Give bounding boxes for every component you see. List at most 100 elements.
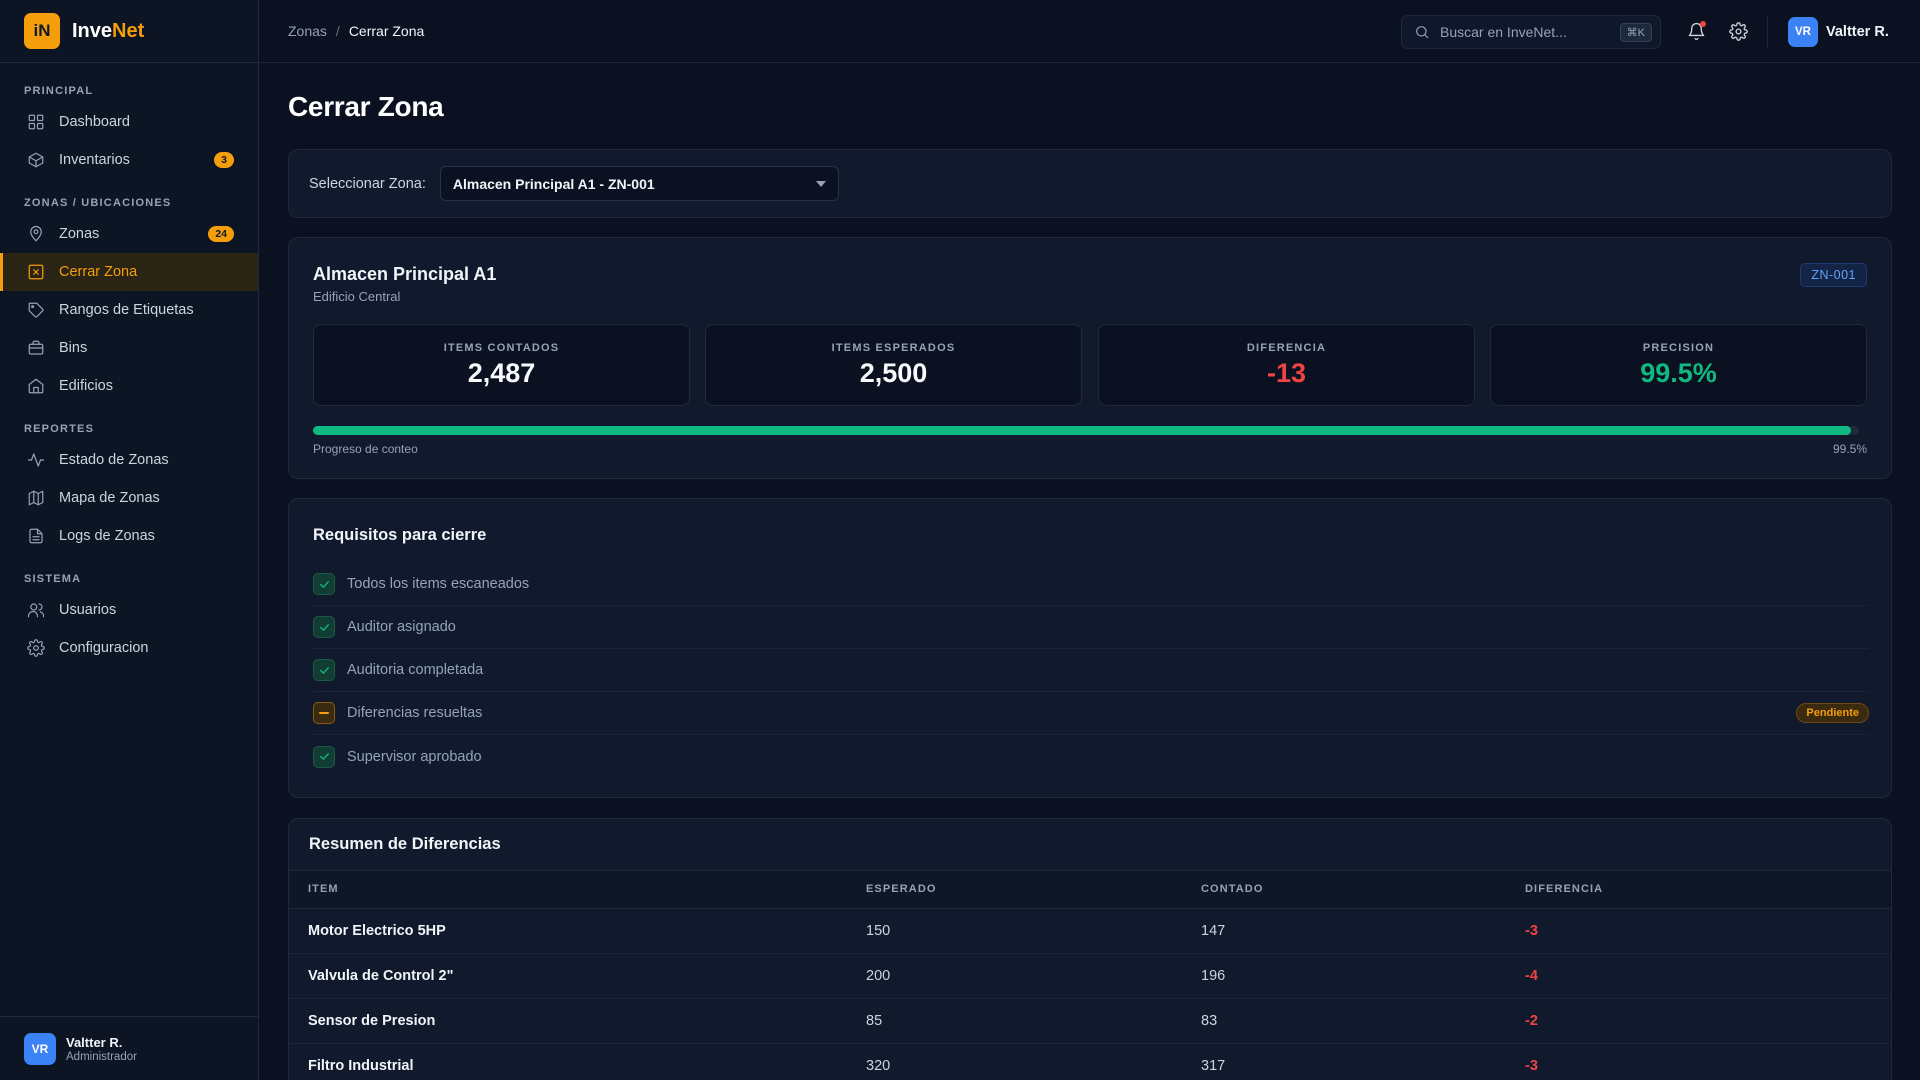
zone-summary-card: Almacen Principal A1 Edificio Central ZN…: [288, 237, 1892, 479]
cell-counted: 196: [1201, 953, 1525, 999]
sidebar-item-label: Usuarios: [59, 602, 117, 618]
file-icon: [26, 526, 46, 546]
topbar: Zonas / Cerrar Zona ⌘K VR Valtter R.: [260, 0, 1920, 63]
home-icon: [26, 376, 46, 396]
divider: [1767, 16, 1768, 48]
map-pin-icon: [26, 224, 46, 244]
user-name: Valtter R.: [66, 1034, 123, 1050]
breadcrumb: Zonas / Cerrar Zona: [288, 23, 424, 39]
checkbox-pending[interactable]: [313, 702, 335, 724]
column-header[interactable]: DIFERENCIA: [1525, 871, 1891, 909]
sidebar-item-label: Mapa de Zonas: [59, 490, 160, 506]
status-badge: Pendiente: [1796, 703, 1869, 723]
tag-icon: [26, 300, 46, 320]
sidebar-item-label: Rangos de Etiquetas: [59, 302, 194, 318]
progress-fill: [313, 426, 1852, 435]
cell-expected: 200: [866, 953, 1201, 999]
sidebar-item-estado-zonas[interactable]: Estado de Zonas: [0, 441, 258, 479]
stat-value: -13: [1266, 358, 1307, 388]
sidebar-item-cerrar-zona[interactable]: Cerrar Zona: [0, 253, 258, 291]
user-name: Valtter R.: [1826, 24, 1889, 40]
settings-button[interactable]: [1727, 20, 1749, 42]
checkbox-checked[interactable]: [313, 659, 335, 681]
checkbox-checked[interactable]: [313, 573, 335, 595]
minus-icon: [319, 712, 329, 714]
brand-logo: iN: [24, 13, 60, 49]
search-box[interactable]: ⌘K: [1401, 15, 1661, 49]
avatar: VR: [24, 1032, 56, 1065]
stat-label: ITEMS ESPERADOS: [831, 342, 956, 354]
sidebar-item-edificios[interactable]: Edificios: [0, 367, 258, 405]
stat-value: 2,487: [467, 358, 536, 388]
sidebar-item-dashboard[interactable]: Dashboard: [0, 103, 258, 141]
table-row[interactable]: Filtro Industrial 320 317 -3: [289, 1043, 1891, 1080]
sidebar-item-zonas[interactable]: Zonas 24: [0, 215, 258, 253]
requirement-label: Auditoria completada: [347, 662, 484, 678]
sidebar-item-configuracion[interactable]: Configuracion: [0, 629, 258, 667]
nav-section-principal: PRINCIPAL: [24, 85, 94, 97]
progress-label: Progreso de conteo: [313, 442, 418, 456]
requirement-item: Auditoria completada: [313, 649, 1869, 692]
column-header[interactable]: CONTADO: [1201, 871, 1525, 909]
cell-difference: -2: [1525, 998, 1891, 1044]
sidebar-item-label: Zonas: [59, 226, 100, 242]
sidebar-item-inventarios[interactable]: Inventarios 3: [0, 141, 258, 179]
sidebar-item-logs-zonas[interactable]: Logs de Zonas: [0, 517, 258, 555]
requirement-item: Supervisor aprobado: [313, 735, 1869, 778]
sidebar-item-label: Configuracion: [59, 640, 149, 656]
stat-value: 2,500: [859, 358, 928, 388]
user-role: Administrador: [66, 1050, 137, 1063]
users-icon: [26, 600, 46, 620]
cell-counted: 83: [1201, 998, 1525, 1044]
requirement-label: Todos los items escaneados: [347, 576, 530, 592]
zone-code-badge: ZN-001: [1800, 263, 1867, 287]
sidebar-item-label: Inventarios: [59, 152, 130, 168]
requirement-label: Diferencias resueltas: [347, 705, 483, 721]
column-header[interactable]: ITEM: [289, 871, 866, 909]
cell-difference: -3: [1525, 908, 1891, 954]
brand[interactable]: iN InveNet: [0, 0, 258, 63]
column-header[interactable]: ESPERADO: [866, 871, 1201, 909]
check-icon: [319, 666, 329, 674]
notifications-button[interactable]: [1685, 20, 1707, 42]
check-icon: [319, 623, 329, 631]
zone-select[interactable]: Almacen Principal A1 - ZN-001: [439, 166, 839, 201]
table-row[interactable]: Valvula de Control 2" 200 196 -4: [289, 953, 1891, 999]
breadcrumb-current: Cerrar Zona: [348, 23, 425, 39]
progress-percent: 99.5%: [1832, 442, 1867, 456]
sidebar-item-label: Dashboard: [59, 114, 130, 130]
checkbox-checked[interactable]: [313, 745, 335, 768]
cell-expected: 320: [866, 1043, 1201, 1080]
check-icon: [319, 580, 329, 588]
sidebar-item-rangos-etiquetas[interactable]: Rangos de Etiquetas: [0, 291, 258, 329]
requirement-item: Diferencias resueltas Pendiente: [313, 692, 1869, 735]
stat-items-esperados: ITEMS ESPERADOS 2,500: [705, 324, 1082, 406]
sidebar-item-label: Logs de Zonas: [59, 528, 155, 544]
requirements-list: Todos los items escaneados Auditor asign…: [313, 563, 1869, 778]
breadcrumb-parent[interactable]: Zonas: [288, 23, 327, 39]
zone-building: Edificio Central: [313, 289, 401, 304]
sidebar-item-label: Edificios: [59, 378, 113, 394]
table-row[interactable]: Sensor de Presion 85 83 -2: [289, 998, 1891, 1044]
sidebar-item-bins[interactable]: Bins: [0, 329, 258, 367]
requirement-label: Supervisor aprobado: [347, 748, 482, 765]
stat-label: DIFERENCIA: [1246, 342, 1327, 354]
sidebar-user[interactable]: VR Valtter R. Administrador: [0, 1016, 258, 1080]
sidebar-item-mapa-zonas[interactable]: Mapa de Zonas: [0, 479, 258, 517]
table-row[interactable]: Motor Electrico 5HP 150 147 -3: [289, 908, 1891, 954]
checkbox-checked[interactable]: [313, 616, 335, 638]
gear-icon: [26, 638, 46, 658]
bell-icon: [1687, 22, 1706, 41]
user-menu[interactable]: VR Valtter R.: [1788, 17, 1889, 47]
sidebar-item-label: Bins: [59, 340, 88, 356]
search-input[interactable]: [1440, 24, 1610, 40]
cell-item: Sensor de Presion: [289, 998, 866, 1044]
sidebar-item-usuarios[interactable]: Usuarios: [0, 591, 258, 629]
cell-item: Filtro Industrial: [289, 1043, 866, 1080]
zone-select-label: Seleccionar Zona:: [309, 175, 426, 192]
count-badge: 3: [214, 152, 234, 168]
stat-items-contados: ITEMS CONTADOS 2,487: [313, 324, 690, 406]
cell-difference: -4: [1525, 953, 1891, 999]
page-title: Cerrar Zona: [288, 91, 444, 122]
sidebar: iN InveNet PRINCIPAL Dashboard Inventari…: [0, 0, 259, 1080]
